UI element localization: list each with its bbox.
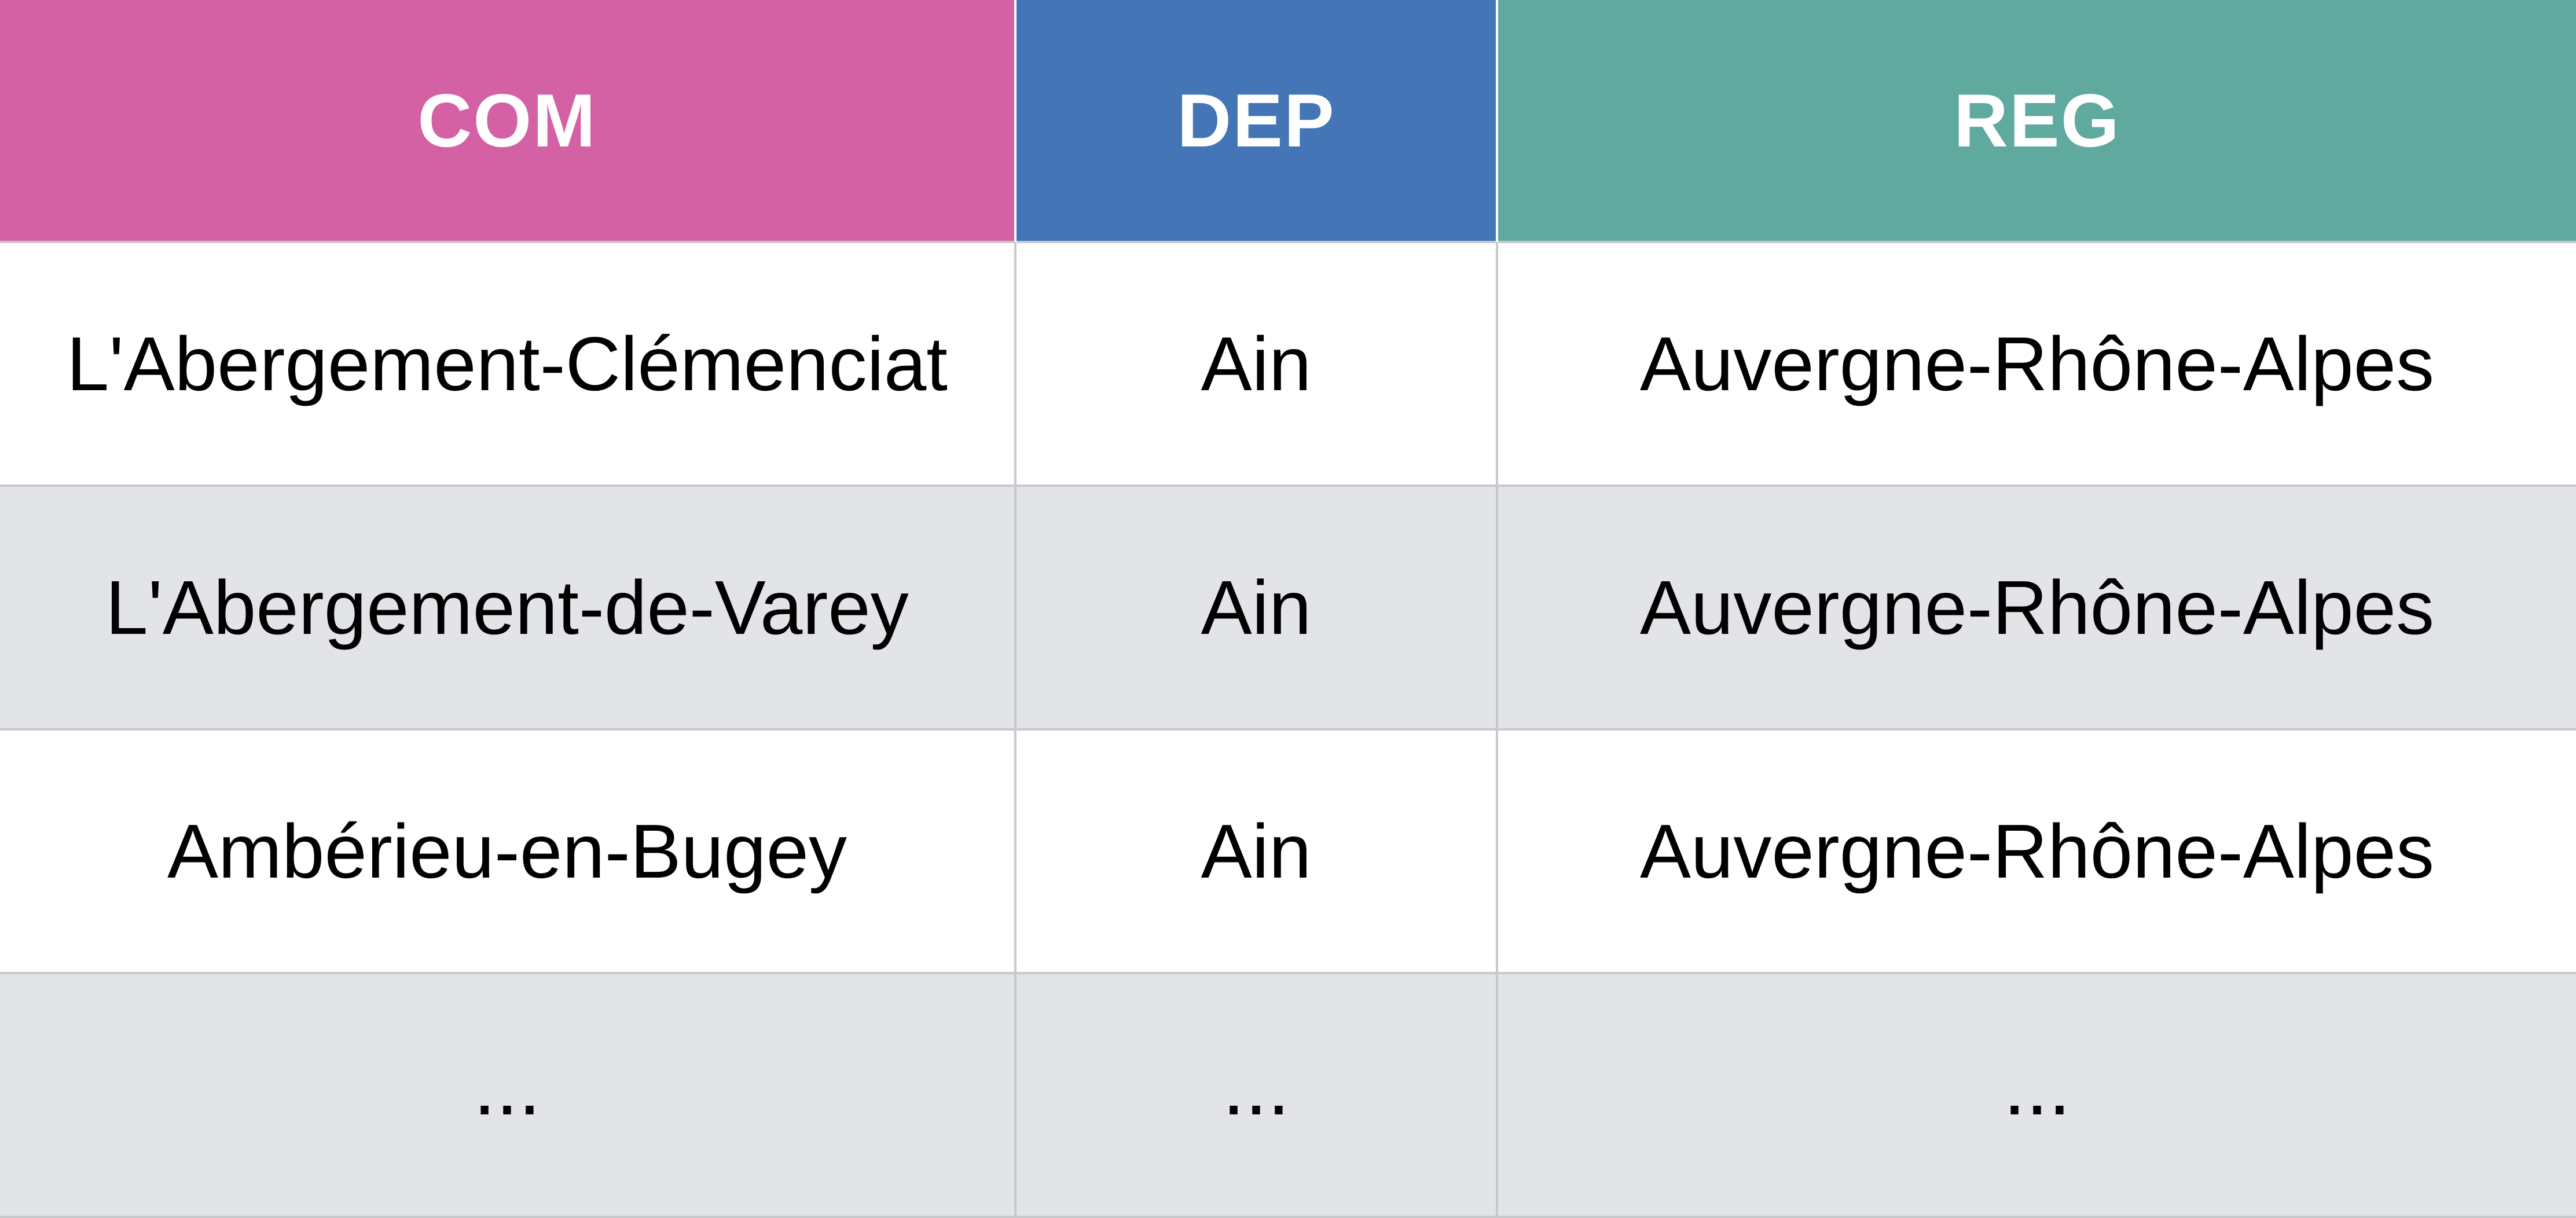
table-cell-ellipsis: ... <box>0 974 1017 1218</box>
column-header-dep[interactable]: DEP <box>1017 0 1498 243</box>
table-cell-ellipsis: ... <box>1017 974 1498 1218</box>
table-cell-dep: Ain <box>1017 731 1498 974</box>
table-cell-com: L'Abergement-Clémenciat <box>0 243 1017 487</box>
table-cell-dep: Ain <box>1017 487 1498 731</box>
table-cell-reg: Auvergne-Rhône-Alpes <box>1498 487 2576 731</box>
column-header-com[interactable]: COM <box>0 0 1017 243</box>
table-cell-com: Ambérieu-en-Bugey <box>0 731 1017 974</box>
table-cell-reg: Auvergne-Rhône-Alpes <box>1498 731 2576 974</box>
table-cell-reg: Auvergne-Rhône-Alpes <box>1498 243 2576 487</box>
table-cell-ellipsis: ... <box>1498 974 2576 1218</box>
table-cell-dep: Ain <box>1017 243 1498 487</box>
table-cell-com: L'Abergement-de-Varey <box>0 487 1017 731</box>
column-header-reg[interactable]: REG <box>1498 0 2576 243</box>
